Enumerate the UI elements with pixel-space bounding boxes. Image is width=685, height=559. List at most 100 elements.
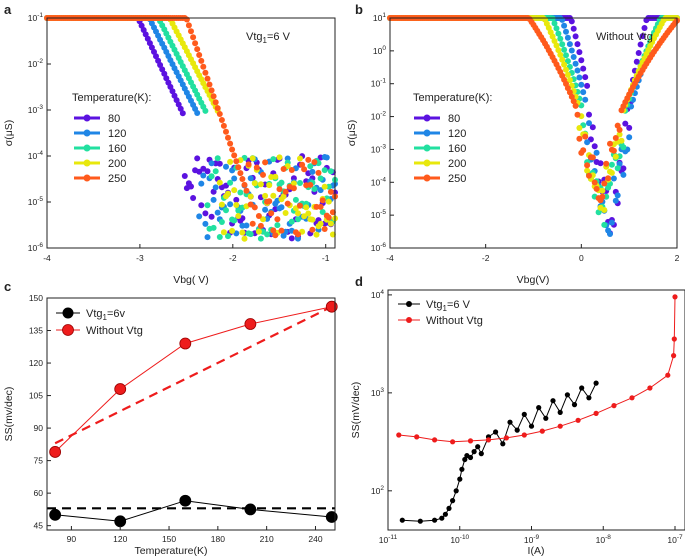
- panel-a-point: [295, 231, 301, 238]
- panel-a-point: [208, 160, 215, 167]
- panel-b-point: [582, 96, 589, 103]
- panel-a-point: [210, 196, 217, 203]
- panel-d-point: [432, 517, 438, 523]
- panel-a-point: [292, 196, 299, 203]
- panel-d-point: [557, 409, 563, 415]
- panel-a-annotation: Vtg1=6 V: [246, 31, 291, 45]
- panel-b-y-tick-label: 10-1: [371, 78, 387, 89]
- panel-b-y-tick-label-exp: -4: [380, 176, 386, 183]
- panel-d-x-tick-label-exp: -8: [605, 534, 611, 541]
- panel-d-point: [579, 385, 585, 391]
- panel-a-point: [231, 187, 238, 194]
- panel-a-point: [278, 227, 285, 234]
- panel-a-point: [200, 63, 207, 70]
- panel-b-y-tick-label: 10-5: [371, 209, 387, 220]
- panel-a-point: [262, 159, 269, 166]
- panel-b-point: [605, 175, 612, 182]
- panel-b-series-80: [387, 15, 680, 237]
- panel-b-point: [616, 131, 623, 138]
- panel-d-point: [467, 438, 474, 444]
- panel-b-y-tick-label: 100: [373, 45, 386, 56]
- panel-a-point: [227, 140, 234, 147]
- panel-a-point: [243, 187, 250, 194]
- panel-d-legend: Vtg1=6 V Without Vtg: [398, 299, 483, 327]
- panel-a-point: [255, 228, 262, 235]
- panel-b-point: [607, 140, 613, 147]
- panel-a-point: [280, 166, 287, 172]
- panel-c-fit-line: [54, 305, 333, 445]
- panel-d-point: [647, 385, 653, 391]
- panel-b-point: [555, 47, 562, 54]
- panel-d-legend-label-main: Vtg: [426, 299, 443, 311]
- panel-c-legend-marker: [62, 307, 74, 319]
- panel-b-point: [553, 25, 560, 32]
- panel-b-series-250: [387, 15, 680, 204]
- panel-a-point: [319, 197, 326, 204]
- panel-d-legend-marker: [406, 317, 412, 323]
- panel-d-point: [521, 411, 527, 417]
- panel-a-point: [204, 202, 211, 209]
- panel-b-y-tick-label: 10-2: [371, 111, 387, 122]
- panel-a-legend-label: 160: [108, 143, 126, 155]
- panel-b-point: [559, 56, 566, 63]
- panel-a-point: [272, 173, 279, 180]
- panel-d-point: [571, 402, 578, 408]
- panel-b-point: [610, 175, 617, 182]
- panel-a-point: [284, 200, 291, 207]
- panel-d-point: [503, 435, 509, 441]
- panel-b-point: [612, 135, 619, 141]
- panel-a-point: [278, 179, 285, 186]
- panel-d-point: [507, 419, 513, 425]
- panel-b-point: [612, 153, 619, 160]
- panel-c-label: c: [4, 279, 11, 294]
- panel-a-y-tick-label: 10-4: [28, 150, 44, 161]
- panel-a-legend-marker: [83, 129, 91, 137]
- panel-b-point: [564, 58, 571, 65]
- panel-d-x-tick-label-exp: -7: [677, 534, 683, 541]
- panel-b-point: [608, 161, 615, 168]
- panel-a-point: [309, 168, 316, 175]
- panel-c-y-tick-label: 150: [29, 293, 43, 303]
- panel-c-series-layer: [47, 300, 338, 528]
- panel-a-y-ticks: 10-610-510-410-310-210-1: [28, 12, 51, 253]
- panel-a-point: [276, 186, 283, 193]
- panel-b-legend-marker: [423, 144, 431, 152]
- panel-a-point: [239, 229, 246, 236]
- panel-a-frame: [46, 17, 336, 249]
- panel-a-point: [183, 16, 190, 23]
- panel-b-point: [563, 28, 569, 35]
- panel-d-label: d: [355, 274, 363, 289]
- panel-d-point: [536, 405, 542, 411]
- panel-b-y-tick-label-base: 10: [373, 13, 383, 23]
- panel-a-point: [321, 167, 328, 174]
- panel-b-point: [561, 61, 568, 68]
- panel-a-y-label: σ(μS): [3, 120, 15, 147]
- panel-c-point: [325, 511, 338, 523]
- panel-a-point: [208, 87, 215, 94]
- panel-a-point: [251, 180, 258, 187]
- panel-b-point: [582, 74, 589, 81]
- panel-c-x-tick-label: 210: [260, 534, 274, 544]
- panel-a-point: [309, 216, 316, 223]
- panel-a-point: [208, 173, 215, 180]
- panel-b-point: [566, 77, 573, 84]
- panel-b-legend-marker: [423, 159, 431, 167]
- panel-a-point: [290, 175, 297, 182]
- panel-a-point: [229, 227, 236, 234]
- panel-a-point: [327, 168, 334, 175]
- panel-c: c 90 120 150 180 210 240 45 60 75 90 105 120 135 150…: [3, 279, 338, 557]
- panel-a-point: [185, 22, 192, 29]
- panel-b-point: [561, 22, 568, 29]
- panel-b-point: [555, 30, 562, 37]
- panel-a-point: [327, 220, 334, 227]
- panel-a-legend-marker: [83, 144, 91, 152]
- panel-a-legend-title: Temperature(K):: [72, 92, 151, 104]
- panel-a-point: [243, 222, 250, 229]
- panel-c-legend-label-sub: 1: [103, 313, 108, 322]
- panel-a-point: [223, 163, 229, 170]
- panel-b-point: [576, 74, 583, 81]
- panel-a-point: [227, 179, 234, 186]
- panel-a-point: [284, 155, 291, 162]
- panel-d-legend-marker: [406, 301, 412, 307]
- panel-a-point: [268, 210, 275, 217]
